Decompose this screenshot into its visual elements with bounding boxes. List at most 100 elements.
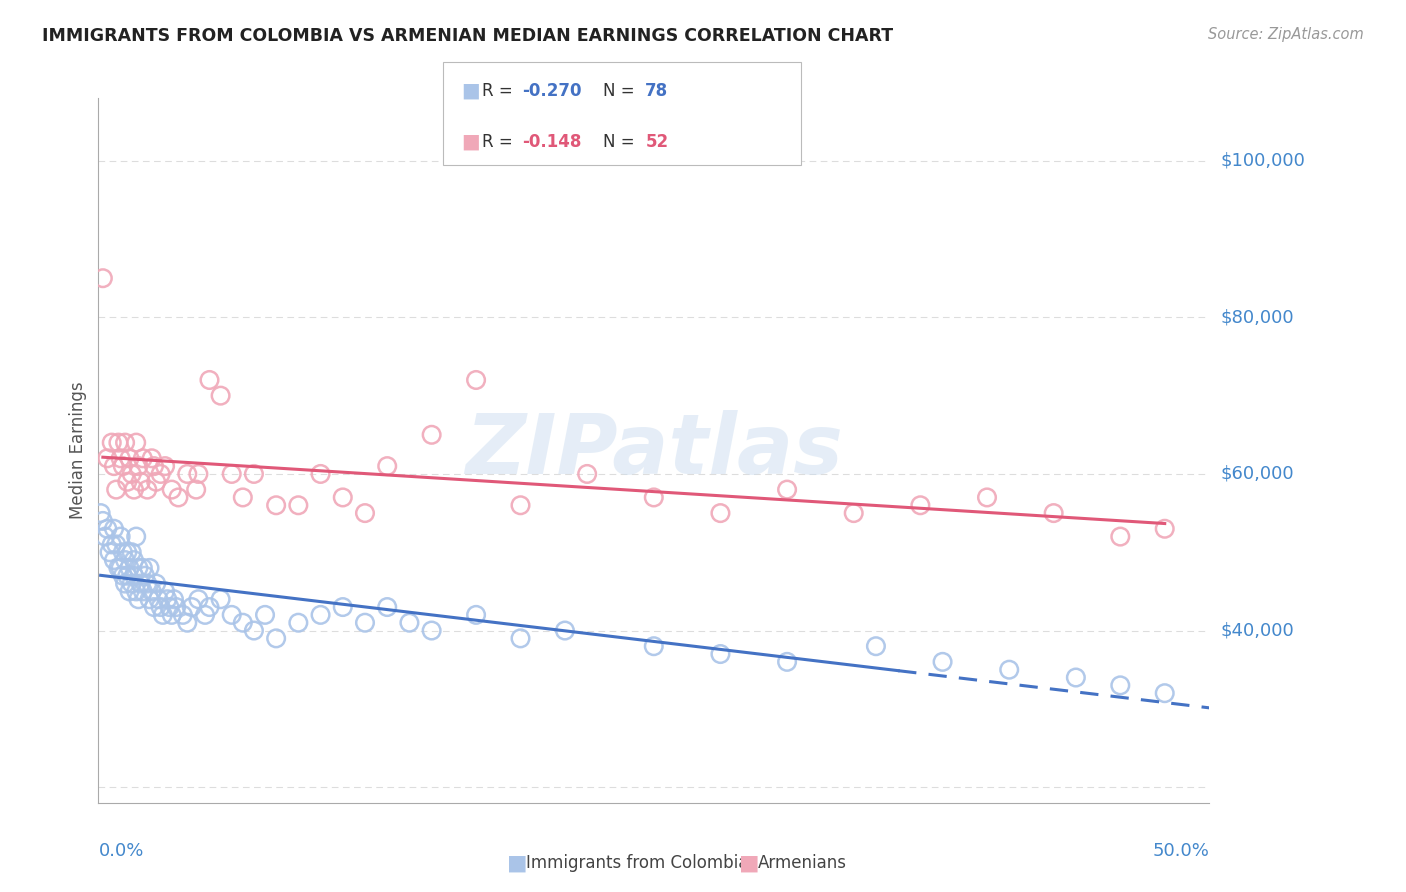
Point	[172, 607, 194, 622]
Point	[110, 530, 132, 544]
Point	[509, 632, 531, 646]
Point	[111, 545, 134, 559]
Point	[156, 592, 179, 607]
Point	[118, 451, 141, 466]
Point	[1042, 506, 1064, 520]
Point	[209, 389, 232, 403]
Point	[287, 615, 309, 630]
Point	[167, 491, 190, 505]
Point	[100, 435, 122, 450]
Point	[138, 561, 160, 575]
Point	[111, 459, 134, 474]
Point	[159, 600, 181, 615]
Point	[136, 483, 159, 497]
Point	[138, 592, 160, 607]
Point	[232, 491, 254, 505]
Point	[709, 647, 731, 661]
Point	[110, 451, 132, 466]
Point	[375, 600, 398, 615]
Point	[121, 576, 143, 591]
Point	[776, 483, 799, 497]
Point	[148, 592, 170, 607]
Text: $40,000: $40,000	[1220, 622, 1294, 640]
Text: $100,000: $100,000	[1220, 152, 1305, 169]
Point	[160, 483, 183, 497]
Text: N =: N =	[603, 134, 640, 152]
Text: $80,000: $80,000	[1220, 309, 1294, 326]
Point	[127, 592, 149, 607]
Point	[1153, 686, 1175, 700]
Point	[132, 561, 155, 575]
Point	[221, 467, 243, 481]
Point	[117, 545, 139, 559]
Point	[776, 655, 799, 669]
Point	[931, 655, 953, 669]
Text: 78: 78	[645, 82, 668, 100]
Text: Source: ZipAtlas.com: Source: ZipAtlas.com	[1208, 27, 1364, 42]
Point	[465, 607, 488, 622]
Point	[194, 607, 217, 622]
Point	[122, 568, 145, 582]
Point	[153, 459, 176, 474]
Text: ZIPatlas: ZIPatlas	[465, 410, 842, 491]
Point	[129, 475, 152, 489]
Text: ▪: ▪	[460, 128, 481, 157]
Point	[198, 600, 221, 615]
Point	[232, 615, 254, 630]
Point	[163, 592, 186, 607]
Point	[176, 467, 198, 481]
Point	[100, 537, 122, 551]
Point	[118, 584, 141, 599]
Point	[117, 568, 139, 582]
Point	[143, 459, 166, 474]
Point	[127, 561, 149, 575]
Point	[253, 607, 276, 622]
Text: R =: R =	[482, 134, 519, 152]
Point	[1064, 671, 1087, 685]
Point	[509, 498, 531, 512]
Point	[187, 592, 209, 607]
Point	[709, 506, 731, 520]
Point	[91, 271, 114, 285]
Point	[264, 632, 287, 646]
Point	[465, 373, 488, 387]
Point	[105, 483, 128, 497]
Point	[145, 576, 167, 591]
Point	[103, 553, 125, 567]
Point	[398, 615, 420, 630]
Text: -0.270: -0.270	[522, 82, 581, 100]
Point	[98, 545, 121, 559]
Text: $60,000: $60,000	[1220, 465, 1294, 483]
Point	[107, 435, 129, 450]
Point	[103, 459, 125, 474]
Text: 52: 52	[645, 134, 668, 152]
Point	[332, 491, 354, 505]
Text: ▪: ▪	[460, 77, 481, 105]
Point	[129, 576, 152, 591]
Point	[842, 506, 865, 520]
Point	[143, 600, 166, 615]
Point	[121, 545, 143, 559]
Point	[117, 475, 139, 489]
Point	[375, 459, 398, 474]
Point	[332, 600, 354, 615]
Point	[90, 506, 112, 520]
Point	[132, 584, 155, 599]
Point	[186, 483, 208, 497]
Point	[180, 600, 202, 615]
Point	[114, 435, 136, 450]
Point	[309, 607, 332, 622]
Text: 50.0%: 50.0%	[1153, 842, 1209, 860]
Point	[1109, 678, 1132, 692]
Point	[309, 467, 332, 481]
Point	[420, 427, 443, 442]
Point	[122, 553, 145, 567]
Point	[865, 639, 887, 653]
Point	[420, 624, 443, 638]
Point	[127, 459, 149, 474]
Point	[1109, 530, 1132, 544]
Point	[287, 498, 309, 512]
Point	[554, 624, 576, 638]
Point	[134, 568, 156, 582]
Point	[141, 451, 163, 466]
